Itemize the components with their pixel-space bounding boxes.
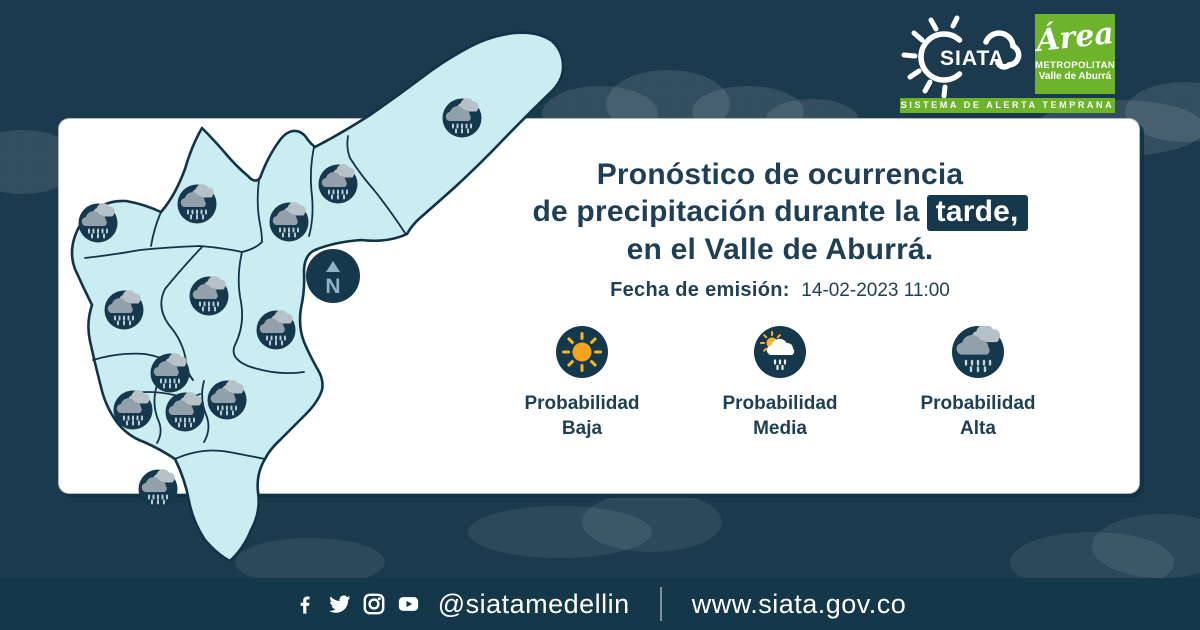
legend-label-line2: Media [753,418,807,439]
title-line-2-text: de precipitación durante la [532,195,920,228]
area-metropolitana-logo: Área METROPOLITANA Valle de Aburrá [1035,14,1115,94]
valle-de-aburra-map: N [70,31,565,563]
municipal-boundaries [84,135,406,460]
footer-divider [659,587,662,621]
cloud-shape [235,492,1200,592]
social-icons [294,592,422,616]
title-line-2: de precipitación durante la tarde, [478,193,1082,231]
emission-value: 14-02-2023 11:00 [801,280,950,301]
twitter-icon[interactable] [326,593,353,616]
forecast-title: Pronóstico de ocurrencia de precipitació… [478,156,1082,268]
legend-label: Probabilidad Media [722,391,837,441]
legend-item-baja: Probabilidad Baja [483,326,681,441]
area-script-text: Área [1035,16,1115,59]
youtube-icon[interactable] [395,593,422,615]
area-valle-text: Valle de Aburrá [1038,71,1112,82]
legend-label-line1: Probabilidad [524,393,640,414]
siata-logo: SIATA [901,15,1022,98]
website-link[interactable]: www.siata.gov.co [691,588,907,619]
legend-label-line2: Alta [960,418,996,439]
title-highlight-tarde: tarde, [926,195,1028,231]
legend-item-media: Probabilidad Media [681,326,879,441]
footer-bar: @siatamedellin www.siata.gov.co [0,578,1200,630]
siata-tagline-bar: SISTEMA DE ALERTA TEMPRANA [900,98,1115,113]
siata-wordmark: SIATA [940,47,1005,70]
instagram-icon[interactable] [362,592,386,616]
legend-label: Probabilidad Alta [920,391,1035,441]
legend-label: Probabilidad Baja [524,391,639,441]
legend-label-line2: Baja [561,418,603,439]
north-compass-icon: N [306,249,360,303]
rain-cloud-icon [952,326,1004,378]
emission-label: Fecha de emisión: [610,279,790,301]
legend-item-alta: Probabilidad Alta [879,326,1077,441]
sun-cloud-rain-icon [754,326,806,378]
compass-n-label: N [325,275,340,298]
title-line-3: en el Valle de Aburrá. [626,233,934,266]
social-handle[interactable]: @siatamedellin [437,588,630,619]
header-logos: SIATA Área METROPOLITANA Valle de Aburrá… [898,10,1118,114]
emission-row: Fecha de emisión: 14-02-2023 11:00 [478,279,1082,302]
area-metropolitana-text: METROPOLITANA [1035,60,1115,71]
legend-label-line1: Probabilidad [722,393,838,414]
map-outline [70,31,565,563]
sun-icon [556,326,608,378]
title-line-1: Pronóstico de ocurrencia [596,158,964,191]
probability-legend: Probabilidad Baja [478,326,1082,441]
rain-cloud-icon [77,202,119,244]
forecast-content: Pronóstico de ocurrencia de precipitació… [478,156,1082,441]
legend-label-line1: Probabilidad [920,393,1036,414]
rain-cloud-icon [137,468,179,510]
facebook-icon[interactable] [294,593,317,616]
